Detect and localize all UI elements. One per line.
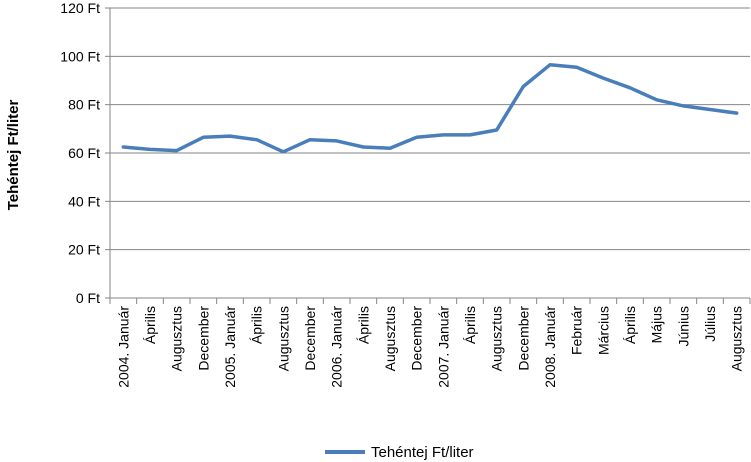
x-tick-label: Augusztus [275, 306, 291, 371]
x-tick-label: Április [622, 306, 638, 344]
gridlines [110, 7, 750, 251]
series-line [121, 63, 739, 154]
x-tick-label: Július [702, 306, 718, 342]
x-tick-label: December [195, 306, 211, 371]
x-tick-label: 2007. Január [435, 306, 451, 388]
y-tick-label: 40 Ft [68, 193, 100, 209]
y-tick-label: 0 Ft [76, 290, 100, 306]
x-tick-label: Március [595, 306, 611, 355]
x-tick-label: 2004. Január [115, 306, 131, 388]
legend: Tehéntej Ft/liter [325, 444, 474, 461]
series-lines [121, 63, 739, 154]
y-tick-label: 80 Ft [68, 97, 100, 113]
y-tick-label: 60 Ft [68, 145, 100, 161]
y-tick-labels: 0 Ft 20 Ft 40 Ft 60 Ft 80 Ft 100 Ft 120 Ft [60, 0, 100, 306]
legend-label: Tehéntej Ft/liter [371, 444, 474, 461]
y-axis-title: Tehéntej Ft/liter [5, 100, 22, 211]
y-tick-label: 120 Ft [60, 0, 100, 16]
x-tick-label: 2006. Január [329, 306, 345, 388]
x-tick-label: Augusztus [729, 306, 745, 371]
x-tick-label: Június [675, 306, 691, 346]
x-tick-label: Április [355, 306, 371, 344]
x-tick-label: December [409, 306, 425, 371]
x-tick-label: Április [249, 306, 265, 344]
y-tick-label: 20 Ft [68, 242, 100, 258]
x-tick-label: December [515, 306, 531, 371]
x-tick-label: Augusztus [382, 306, 398, 371]
x-tick-label: Augusztus [169, 306, 185, 371]
axes [105, 7, 751, 304]
x-tick-label: December [302, 306, 318, 371]
x-tick-label: Április [462, 306, 478, 344]
x-tick-label: Augusztus [489, 306, 505, 371]
x-tick-label: Április [142, 306, 158, 344]
x-tick-label: 2005. Január [222, 306, 238, 388]
x-tick-label: 2008. Január [542, 306, 558, 388]
x-tick-labels: 2004. Január Április Augusztus December 2005… [115, 306, 744, 388]
y-tick-label: 100 Ft [60, 48, 100, 64]
x-tick-label: Május [649, 306, 665, 343]
x-tick-label: Február [569, 306, 585, 355]
